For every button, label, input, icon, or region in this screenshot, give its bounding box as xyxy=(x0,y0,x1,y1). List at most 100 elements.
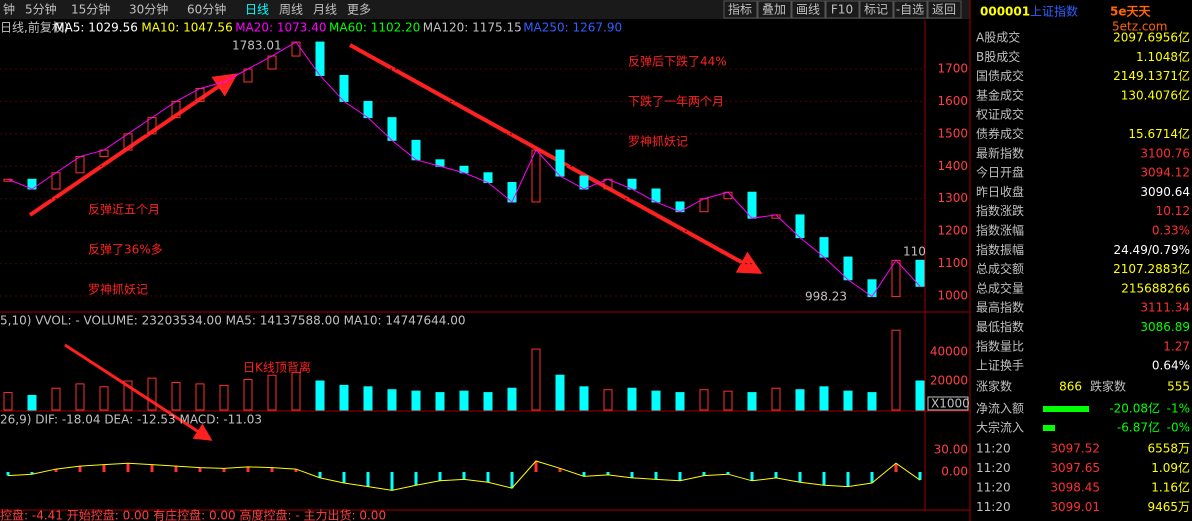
macd-bar xyxy=(534,461,538,472)
macd-bar xyxy=(918,472,922,481)
row-label: 国债成交 xyxy=(976,68,1024,83)
row-value: 0.64% xyxy=(1152,359,1190,373)
trade-price: 3097.65 xyxy=(1050,461,1100,475)
annotation: 反弹近五个月 xyxy=(88,203,160,217)
flow-value: -6.87亿 xyxy=(1117,420,1160,435)
volume-bar xyxy=(867,392,877,411)
candle xyxy=(339,74,349,102)
volume-bar xyxy=(627,387,637,411)
macd-bar xyxy=(414,472,418,486)
candle xyxy=(387,117,397,141)
low-label: 998.23 xyxy=(805,290,847,304)
row-label: 最低指数 xyxy=(976,319,1024,334)
volume-bar xyxy=(363,386,373,411)
candle xyxy=(819,237,829,258)
macd-bar xyxy=(438,472,442,481)
volume-bar xyxy=(579,386,589,411)
volume-bar xyxy=(3,392,13,411)
row-label: 债券成交 xyxy=(976,126,1024,141)
flow-value: -20.08亿 xyxy=(1109,401,1160,416)
breadth: 866 xyxy=(1059,380,1082,394)
y-tick-label: 1600 xyxy=(937,94,968,108)
trade-price: 3098.45 xyxy=(1050,481,1100,495)
row-label: 权证成交 xyxy=(976,107,1024,122)
volume-bar xyxy=(27,395,37,411)
volume-bar xyxy=(315,380,325,411)
y-tick-label: 1000 xyxy=(937,289,968,303)
macd-bar xyxy=(726,472,730,475)
button-frame xyxy=(859,0,894,19)
trade-volume: 1.09亿 xyxy=(1151,460,1190,475)
volume-bar xyxy=(195,383,205,411)
trade-volume: 6558万 xyxy=(1147,442,1190,456)
toolbar-button[interactable]: F10 xyxy=(831,3,853,17)
toolbar-button[interactable]: 指标 xyxy=(728,2,752,17)
tag-label: 110 xyxy=(903,245,926,259)
y-tick-label: 1700 xyxy=(937,62,968,76)
row-value: 3100.76 xyxy=(1140,146,1190,160)
candle xyxy=(3,178,13,182)
row-label: 指数振幅 xyxy=(976,242,1024,257)
ma-label: MA10: 1047.56 xyxy=(141,21,232,35)
volume-bar xyxy=(531,348,541,411)
trade-time: 11:20 xyxy=(976,481,1011,495)
button-frame xyxy=(825,0,860,19)
button-frame xyxy=(893,0,928,19)
close-line xyxy=(7,460,921,491)
row-value: 24.49/0.79% xyxy=(1113,243,1190,257)
period-tab[interactable]: 15分钟 xyxy=(71,2,110,17)
period-tab[interactable]: 周线 xyxy=(279,3,303,17)
code: 000001 xyxy=(980,5,1030,19)
row-label: 指数涨跌 xyxy=(976,203,1024,218)
volume-bar xyxy=(651,390,661,411)
volume-bar xyxy=(771,387,781,411)
flow-label: 大宗流入 xyxy=(976,420,1024,435)
candle xyxy=(843,256,853,281)
y-tick-label: 40000 xyxy=(930,345,968,359)
macd-bar xyxy=(198,467,202,472)
volume-bar xyxy=(507,387,517,411)
volume-bar xyxy=(99,386,109,411)
macd-bar xyxy=(630,472,634,478)
ma-label: MA20: 1073.40 xyxy=(235,21,326,35)
unit-label: X1000 xyxy=(931,397,970,411)
toolbar-button[interactable]: 叠加 xyxy=(762,3,786,17)
y-tick-label: 1100 xyxy=(937,256,968,270)
period-tab[interactable]: 5分钟 xyxy=(25,2,57,17)
period-tab[interactable]: 30分钟 xyxy=(129,2,168,17)
annotation: 罗神抓妖记 xyxy=(88,283,148,297)
period-tab[interactable]: 60分钟 xyxy=(187,2,226,17)
flow-bar xyxy=(1043,406,1089,412)
macd-bar xyxy=(6,472,10,476)
macd-bar xyxy=(366,472,370,487)
row-value: 3111.34 xyxy=(1140,301,1190,315)
volume-bar xyxy=(171,381,181,411)
breadth: 涨家数 xyxy=(976,379,1012,394)
row-label: 总成交量 xyxy=(976,280,1024,295)
toolbar-button[interactable]: 返回 xyxy=(932,3,956,17)
y-tick-label: 0.00 xyxy=(941,465,968,479)
row-value: 10.12 xyxy=(1156,204,1190,218)
annotation: 日K线顶背离 xyxy=(243,360,311,375)
period-tab[interactable]: 月线 xyxy=(313,3,337,17)
toolbar-button[interactable]: 画线 xyxy=(796,3,820,17)
volume-bar xyxy=(147,377,157,411)
toolbar-button[interactable]: -自选 xyxy=(896,3,924,17)
row-label: 基金成交 xyxy=(976,87,1024,102)
volume-bar xyxy=(411,390,421,411)
toolbar xyxy=(0,0,970,19)
y-tick-label: 1200 xyxy=(937,224,968,238)
row-value: 1.1048亿 xyxy=(1136,49,1190,64)
row-label: 指数量比 xyxy=(976,338,1024,353)
row-value: 0.33% xyxy=(1152,224,1190,238)
macd-header: 26,9) DIF: -18.04 DEA: -12.53 MACD: -11.… xyxy=(0,413,262,427)
volume-header: 5,10) VVOL: - VOLUME: 23203534.00 MA5: 1… xyxy=(0,314,466,328)
toolbar-button[interactable]: 标记 xyxy=(864,3,888,17)
period-tab[interactable]: 日线 xyxy=(245,3,269,17)
button-frame xyxy=(927,0,962,19)
y-tick-label: 1300 xyxy=(937,191,968,205)
period-tab[interactable]: 钟 xyxy=(3,2,15,17)
period-tab[interactable]: 更多 xyxy=(347,3,371,17)
candle xyxy=(795,214,805,239)
